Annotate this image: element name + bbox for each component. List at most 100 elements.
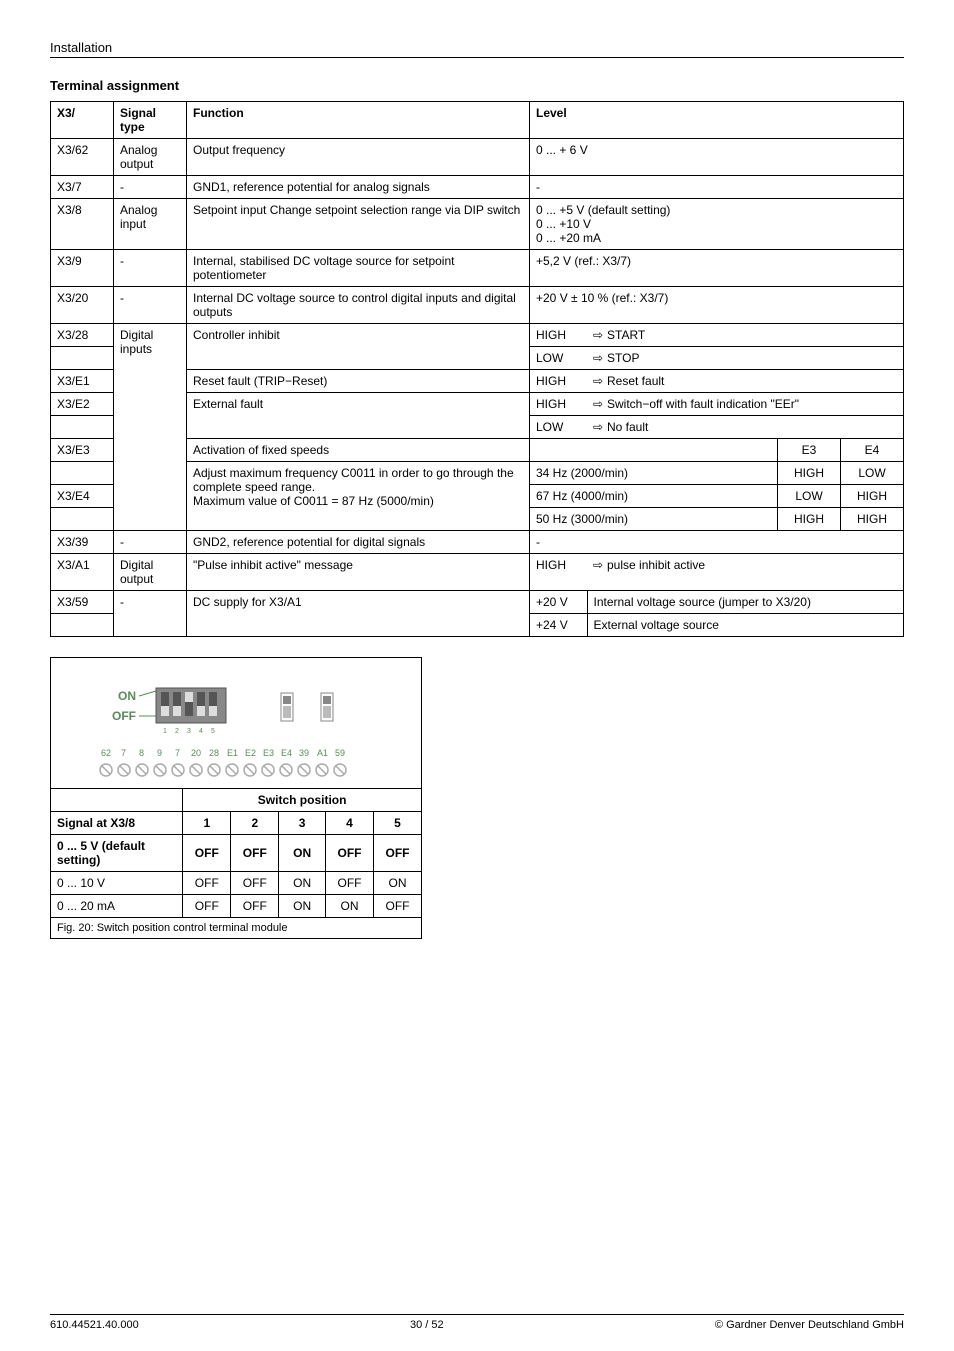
cell: X3/62 [51, 139, 114, 176]
header-switch-position: Switch position [183, 789, 422, 812]
cell: ON [279, 895, 326, 918]
cell: LOW [530, 416, 588, 439]
cell: Digital inputs [114, 324, 187, 531]
cell: "Pulse inhibit active" message [187, 554, 530, 591]
cell: - [530, 531, 904, 554]
page-footer: 610.44521.40.000 30 / 52 © Gardner Denve… [50, 1314, 904, 1331]
svg-text:62: 62 [101, 748, 111, 758]
cell: HIGH [530, 324, 588, 347]
cell: Analog output [114, 139, 187, 176]
text: No fault [607, 420, 648, 434]
cell: HIGH [841, 508, 904, 531]
row-20ma: 0 ... 20 mA [51, 895, 183, 918]
arrow-icon: ⇨ [593, 328, 607, 342]
cell: Internal, stabilised DC voltage source f… [187, 250, 530, 287]
col-x3: X3/ [51, 102, 114, 139]
cell: E4 [841, 439, 904, 462]
cell: OFF [231, 895, 279, 918]
cell: 67 Hz (4000/min) [530, 485, 778, 508]
text: 0 ... +20 mA [536, 231, 601, 245]
cell [51, 347, 114, 370]
cell: X3/E4 [51, 485, 114, 508]
cell: ON [373, 872, 421, 895]
cell: Adjust maximum frequency C0011 in order … [187, 462, 530, 531]
svg-text:2: 2 [175, 728, 179, 735]
cell: Setpoint input Change setpoint selection… [187, 199, 530, 250]
footer-center: 30 / 52 [410, 1319, 444, 1331]
cell [51, 416, 114, 439]
text: STOP [607, 351, 639, 365]
cell [530, 439, 778, 462]
cell: ⇨pulse inhibit active [587, 554, 904, 591]
cell: OFF [231, 835, 279, 872]
cell: ⇨START [587, 324, 904, 347]
cell: E3 [778, 439, 841, 462]
cell: GND2, reference potential for digital si… [187, 531, 530, 554]
cell: X3/8 [51, 199, 114, 250]
arrow-icon: ⇨ [593, 351, 607, 365]
arrow-icon: ⇨ [593, 374, 607, 388]
arrow-icon: ⇨ [593, 558, 607, 572]
cell: ON [325, 895, 373, 918]
text: Adjust maximum frequency C0011 in order … [193, 466, 514, 494]
dip-switch-diagram: ON OFF [51, 658, 421, 788]
svg-text:4: 4 [199, 728, 203, 735]
cell: LOW [778, 485, 841, 508]
footer-left: 610.44521.40.000 [50, 1319, 139, 1331]
dip-svg: ON OFF [51, 658, 421, 788]
cell: HIGH [530, 554, 588, 591]
switch-table: ON OFF [50, 657, 422, 939]
cell: LOW [530, 347, 588, 370]
cell: LOW [841, 462, 904, 485]
row-5v: 0 ... 5 V (default setting) [51, 835, 183, 872]
svg-text:39: 39 [299, 748, 309, 758]
text: Reset fault [607, 374, 664, 388]
cell: OFF [183, 895, 231, 918]
cell: 0 ... + 6 V [530, 139, 904, 176]
svg-text:5: 5 [211, 728, 215, 735]
cell: X3/9 [51, 250, 114, 287]
svg-text:28: 28 [209, 748, 219, 758]
cell: Internal voltage source (jumper to X3/20… [587, 591, 904, 614]
cell: - [114, 250, 187, 287]
text: 0 ... +10 V [536, 217, 591, 231]
cell: GND1, reference potential for analog sig… [187, 176, 530, 199]
svg-text:E1: E1 [227, 748, 238, 758]
svg-text:E4: E4 [281, 748, 292, 758]
cell: +20 V [530, 591, 588, 614]
cell: - [114, 591, 187, 637]
section-header: Installation [50, 40, 904, 58]
cell: OFF [325, 872, 373, 895]
cell: ⇨STOP [587, 347, 904, 370]
cell [51, 462, 114, 485]
text: 0 ... +5 V (default setting) [536, 203, 670, 217]
col-2: 2 [231, 812, 279, 835]
col-level: Level [530, 102, 904, 139]
col-signal: Signal type [114, 102, 187, 139]
cell: X3/E2 [51, 393, 114, 416]
cell: X3/A1 [51, 554, 114, 591]
cell: Output frequency [187, 139, 530, 176]
cell: External fault [187, 393, 530, 439]
svg-text:7: 7 [175, 748, 180, 758]
arrow-icon: ⇨ [593, 420, 607, 434]
cell [51, 614, 114, 637]
text: Maximum value of C0011 = 87 Hz (5000/min… [193, 494, 434, 508]
footer-right: © Gardner Denver Deutschland GmbH [715, 1319, 904, 1331]
col-function: Function [187, 102, 530, 139]
cell: X3/E3 [51, 439, 114, 462]
cell: OFF [183, 835, 231, 872]
svg-text:59: 59 [335, 748, 345, 758]
col-4: 4 [325, 812, 373, 835]
cell: X3/E1 [51, 370, 114, 393]
terminal-table: X3/ Signal type Function Level X3/62 Ana… [50, 101, 904, 637]
cell: Digital output [114, 554, 187, 591]
cell: - [114, 531, 187, 554]
cell: Reset fault (TRIP−Reset) [187, 370, 530, 393]
cell: Internal DC voltage source to control di… [187, 287, 530, 324]
text: START [607, 328, 645, 342]
col-3: 3 [279, 812, 326, 835]
svg-text:E3: E3 [263, 748, 274, 758]
cell: X3/20 [51, 287, 114, 324]
cell [51, 508, 114, 531]
